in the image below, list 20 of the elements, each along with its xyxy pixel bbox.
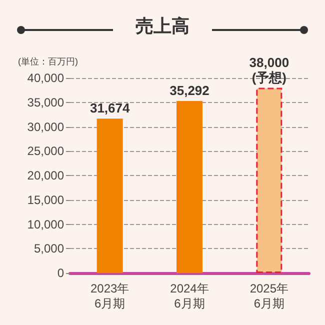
data-label: 31,674 bbox=[90, 100, 130, 116]
y-tick-label: 10,000 bbox=[27, 217, 64, 232]
bar bbox=[256, 88, 282, 273]
y-tick-label: 35,000 bbox=[27, 95, 64, 110]
bar bbox=[176, 100, 202, 273]
y-axis-title: (単位：百万円) bbox=[18, 56, 78, 66]
y-tick-label: 20,000 bbox=[27, 168, 64, 182]
y-tick-label: 25,000 bbox=[27, 144, 64, 158]
chart-title: 売上高 bbox=[134, 15, 190, 38]
x-tick-label: 2023年 6月期 bbox=[90, 282, 130, 310]
data-label: 38,000 (予想) bbox=[249, 54, 290, 85]
y-tick-label: 0 bbox=[57, 266, 64, 280]
bar bbox=[96, 118, 123, 273]
y-tick-label: 40,000 bbox=[27, 71, 64, 85]
x-tick-label: 2024年 6月期 bbox=[170, 282, 209, 310]
y-tick-label: 15,000 bbox=[27, 192, 64, 207]
y-tick-label: 5,000 bbox=[34, 242, 64, 256]
data-label: 35,292 bbox=[170, 82, 210, 98]
y-tick-label: 30,000 bbox=[27, 120, 64, 134]
x-tick-label: 2025年 6月期 bbox=[250, 282, 289, 310]
